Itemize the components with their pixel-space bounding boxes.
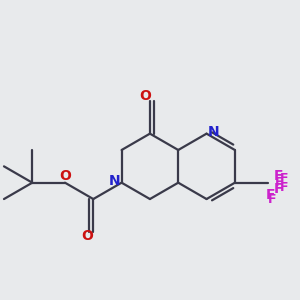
Text: F: F bbox=[265, 188, 275, 202]
Text: F: F bbox=[268, 193, 276, 206]
Text: O: O bbox=[59, 169, 71, 183]
Text: O: O bbox=[81, 229, 93, 243]
Text: N: N bbox=[108, 174, 120, 188]
Text: F: F bbox=[273, 182, 283, 196]
Text: N: N bbox=[207, 125, 219, 139]
Text: F: F bbox=[280, 181, 289, 194]
Text: F: F bbox=[280, 172, 289, 185]
Text: F: F bbox=[273, 169, 283, 183]
Text: F: F bbox=[274, 176, 283, 189]
Text: O: O bbox=[140, 88, 152, 103]
